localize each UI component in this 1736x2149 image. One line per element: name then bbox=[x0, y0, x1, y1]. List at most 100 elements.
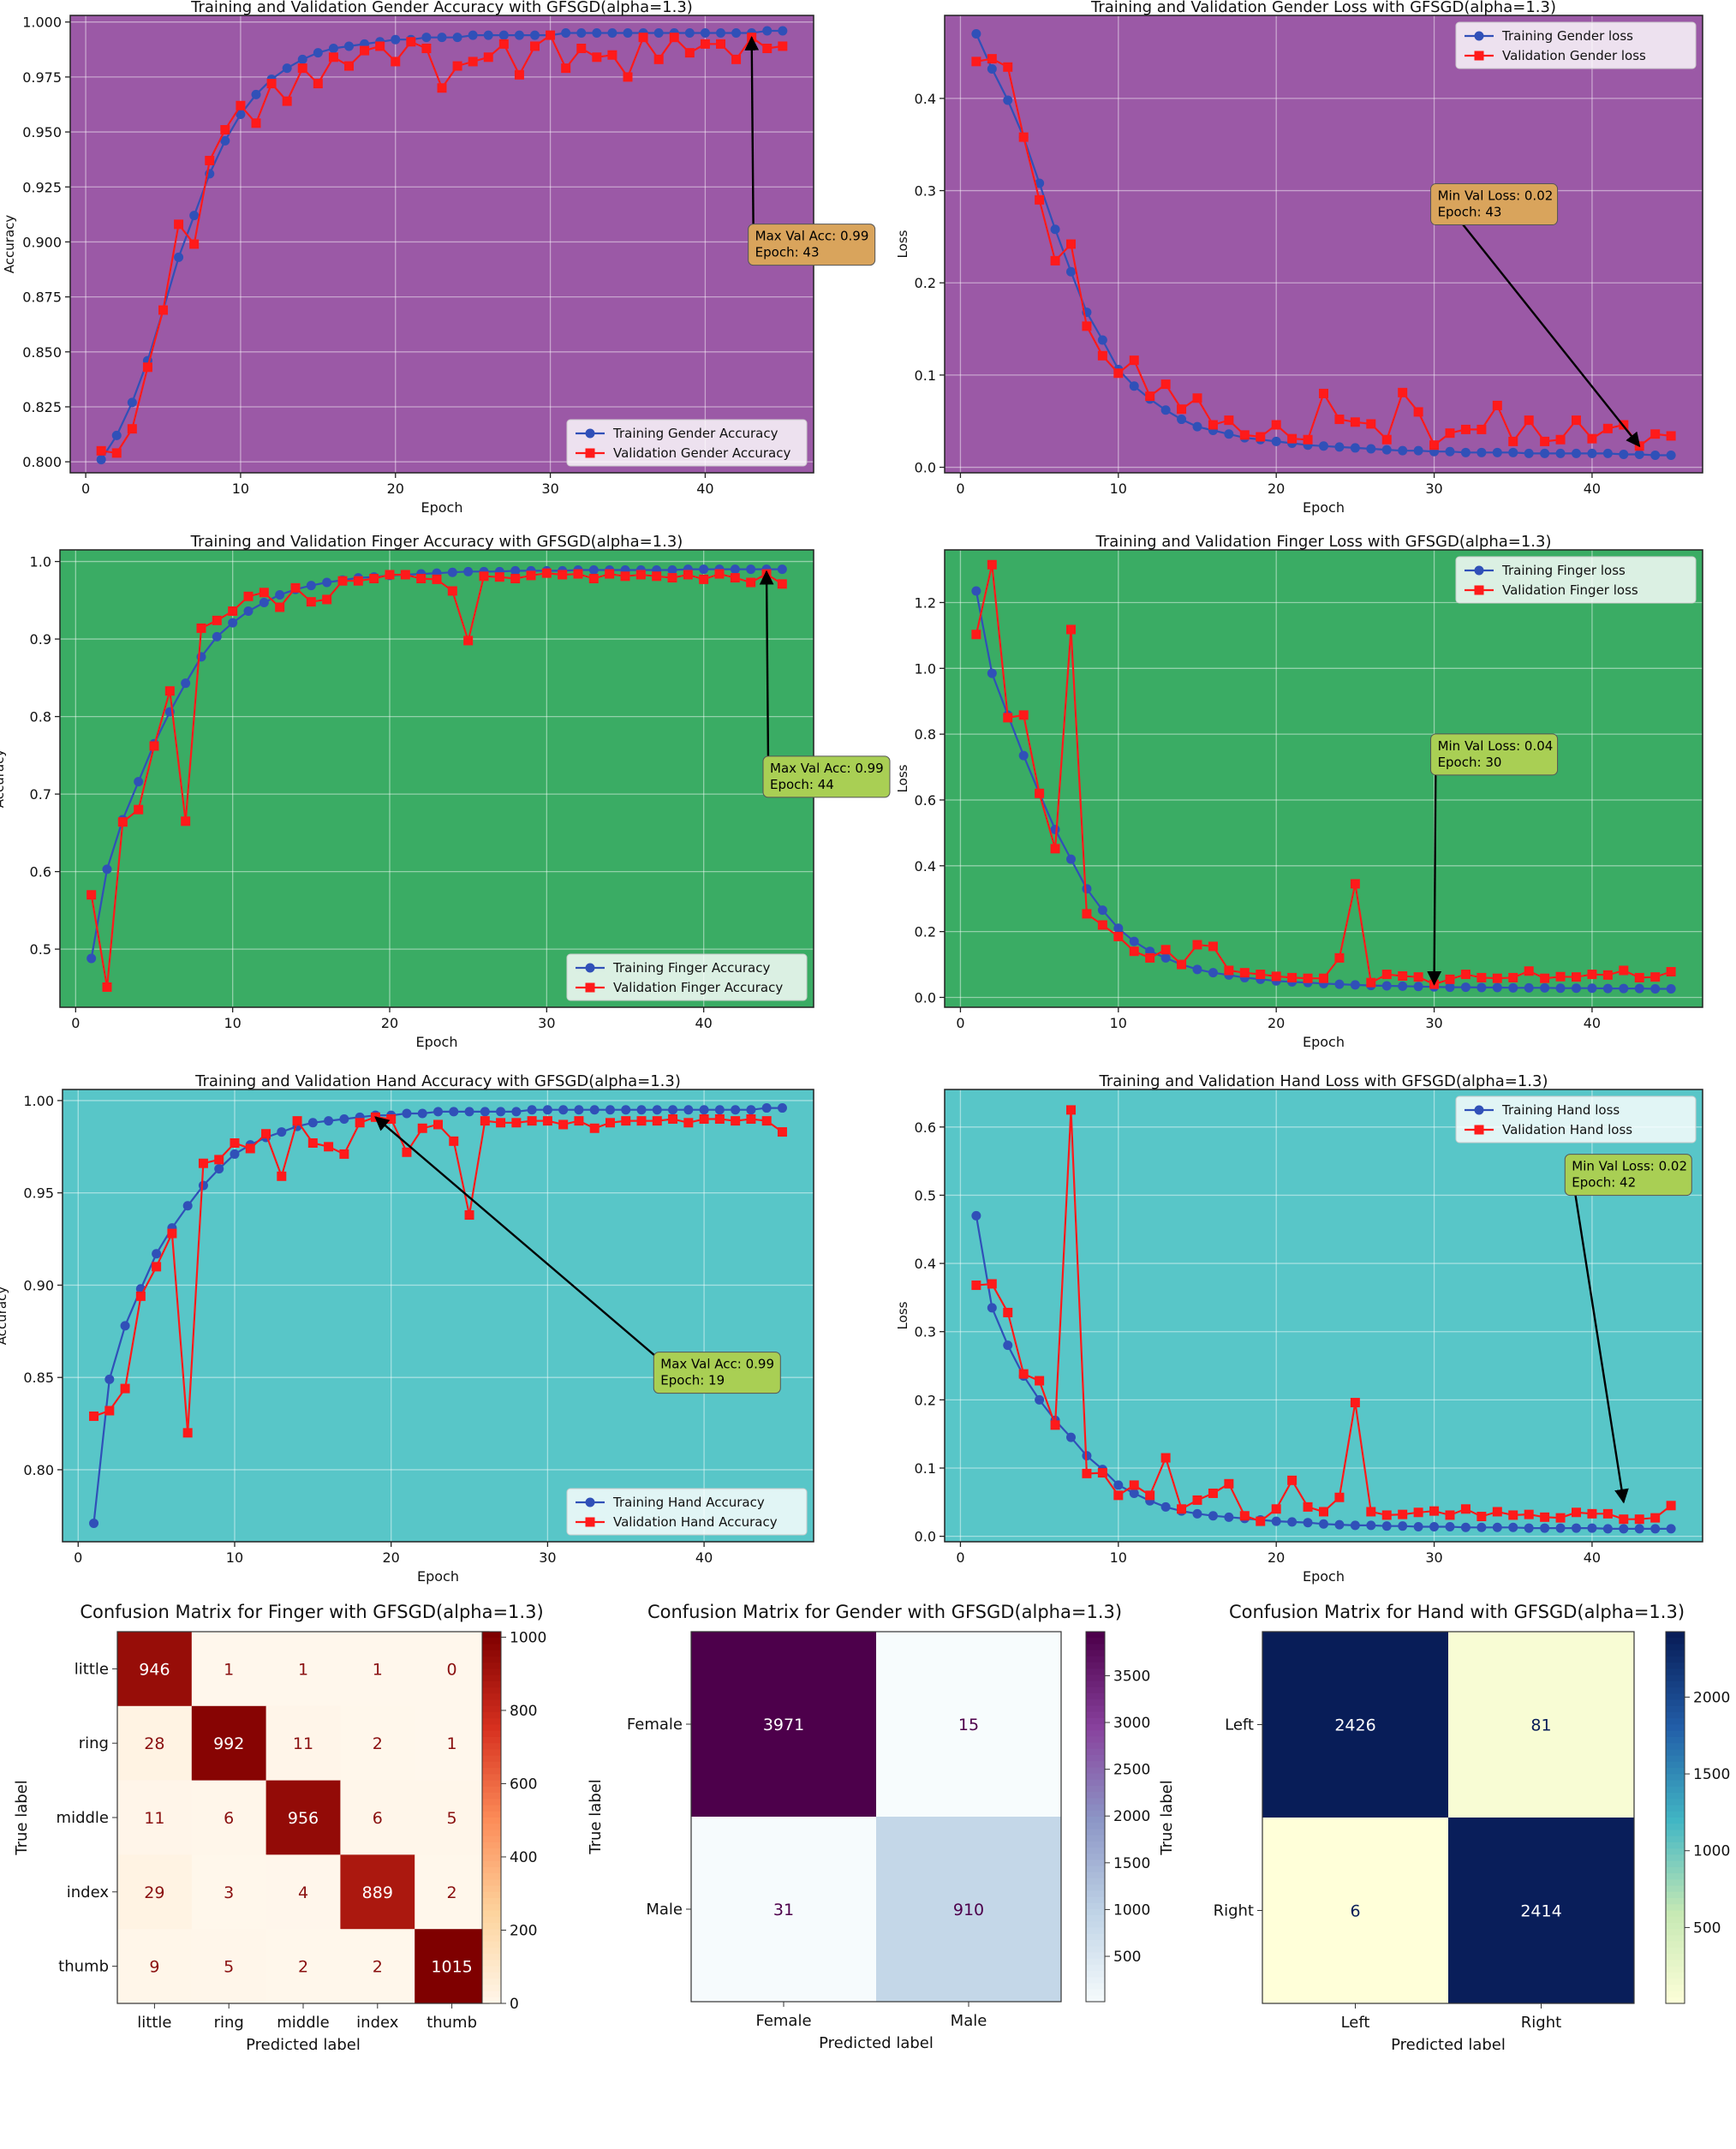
y-tick-label: 1.0 bbox=[915, 660, 936, 677]
data-point-training bbox=[1555, 448, 1566, 458]
colorbar-segment bbox=[1086, 1865, 1105, 1873]
data-point-validation bbox=[1476, 424, 1487, 434]
data-point-validation bbox=[683, 1118, 694, 1128]
data-point-training bbox=[1429, 1521, 1440, 1531]
colorbar-segment bbox=[1666, 1848, 1685, 1855]
data-point-training bbox=[1492, 982, 1502, 993]
data-point-training bbox=[1666, 1524, 1676, 1534]
data-point-validation bbox=[1524, 1509, 1534, 1519]
data-point-training bbox=[558, 1105, 569, 1115]
data-point-training bbox=[339, 1113, 349, 1124]
data-point-training bbox=[104, 1374, 115, 1384]
data-point-validation bbox=[1287, 1475, 1298, 1485]
data-point-validation bbox=[1602, 1508, 1613, 1519]
x-tick-label: 20 bbox=[381, 1015, 398, 1031]
annotation-text: Epoch: 43 bbox=[755, 245, 820, 260]
data-point-training bbox=[971, 29, 981, 39]
colorbar-segment bbox=[482, 1650, 501, 1657]
data-point-training bbox=[574, 1105, 584, 1115]
data-point-training bbox=[259, 598, 269, 608]
data-point-validation bbox=[292, 1116, 302, 1126]
legend-marker-training bbox=[1474, 31, 1484, 41]
data-point-validation bbox=[212, 615, 222, 625]
chart-gender-acc: 0 10 20 30 40 0.800 0.825 0.850 0.875 0.900 0.925 0… bbox=[2, 0, 876, 516]
y-tick-label: 0.4 bbox=[915, 858, 936, 875]
heatmap-cell bbox=[265, 1854, 341, 1930]
y-tick-label: 0.925 bbox=[22, 179, 62, 195]
heatmap-title: Confusion Matrix for Gender with GFSGD(a… bbox=[647, 1602, 1122, 1622]
data-point-training bbox=[230, 1149, 240, 1159]
data-point-validation bbox=[1082, 1468, 1092, 1478]
colorbar-segment bbox=[482, 1935, 501, 1943]
colorbar-tick-label: 200 bbox=[510, 1922, 537, 1939]
data-point-training bbox=[592, 28, 602, 39]
data-point-validation bbox=[1271, 971, 1281, 982]
heatmap-cell bbox=[876, 1817, 1062, 2003]
data-point-validation bbox=[369, 573, 379, 583]
colorbar-segment bbox=[1086, 1878, 1105, 1885]
y-axis-label: Accuracy bbox=[0, 749, 7, 809]
data-point-validation bbox=[1303, 973, 1313, 983]
y-tick-label: 0.825 bbox=[22, 399, 62, 415]
heatmap-cell-value: 2 bbox=[447, 1883, 457, 1902]
heatmap-cell bbox=[117, 1929, 193, 2004]
data-point-validation bbox=[1177, 1504, 1187, 1514]
data-point-validation bbox=[652, 571, 662, 582]
colorbar-segment bbox=[1666, 1699, 1685, 1707]
colorbar-segment bbox=[1666, 1947, 1685, 1955]
data-point-validation bbox=[1602, 423, 1613, 433]
colorbar-segment bbox=[1666, 1650, 1685, 1657]
chart-hand-loss: 0 10 20 30 40 0.0 0.1 0.2 0.3 0.4 0.5 0.6 Training a… bbox=[895, 1072, 1703, 1585]
data-point-validation bbox=[573, 569, 583, 579]
data-point-training bbox=[306, 581, 316, 591]
colorbar-segment bbox=[1666, 1885, 1685, 1893]
data-point-validation bbox=[1366, 419, 1376, 429]
y-tick-label: Male bbox=[646, 1901, 683, 1919]
data-point-training bbox=[102, 864, 112, 875]
colorbar-segment bbox=[482, 1805, 501, 1812]
y-tick-label: 1.2 bbox=[915, 594, 936, 611]
colorbar-segment bbox=[1666, 1972, 1685, 1979]
data-point-validation bbox=[576, 44, 587, 54]
data-point-training bbox=[1350, 443, 1360, 453]
x-tick-label: 20 bbox=[1268, 1015, 1285, 1031]
data-point-validation bbox=[621, 1116, 631, 1126]
heatmap-cell bbox=[265, 1632, 341, 1707]
annotation-arrow bbox=[374, 1116, 660, 1360]
colorbar-segment bbox=[482, 1997, 501, 2004]
colorbar-segment bbox=[482, 1638, 501, 1645]
colorbar-segment bbox=[1666, 1910, 1685, 1918]
data-point-validation bbox=[205, 155, 215, 165]
y-tick-label: thumb bbox=[58, 1958, 109, 1976]
y-tick-label: 0.850 bbox=[22, 344, 62, 361]
colorbar-segment bbox=[1666, 1755, 1685, 1763]
data-point-validation bbox=[1003, 713, 1013, 723]
annotation-text: Max Val Acc: 0.99 bbox=[755, 229, 869, 244]
heatmap-cell bbox=[691, 1632, 877, 1818]
legend-label: Training Hand loss bbox=[1501, 1102, 1620, 1118]
annotation-box bbox=[762, 755, 891, 798]
colorbar-segment bbox=[1086, 1952, 1105, 1960]
colorbar-segment bbox=[1086, 1921, 1105, 1929]
legend-label: Validation Gender Accuracy bbox=[613, 445, 790, 461]
colorbar-segment bbox=[482, 1687, 501, 1694]
heatmap-cell bbox=[340, 1705, 415, 1782]
colorbar-segment bbox=[1666, 1774, 1685, 1782]
heatmap-cell bbox=[117, 1632, 193, 1707]
data-point-training bbox=[1160, 405, 1171, 415]
x-axis-label: Epoch bbox=[417, 1568, 459, 1585]
data-point-training bbox=[282, 63, 292, 74]
heatmap-cell bbox=[191, 1929, 267, 2004]
colorbar-segment bbox=[1086, 1755, 1105, 1762]
data-point-training bbox=[714, 1105, 725, 1115]
heatmap-cell bbox=[117, 1854, 193, 1930]
data-point-training bbox=[971, 586, 981, 596]
colorbar-segment bbox=[1666, 1891, 1685, 1899]
chart-title: Training and Validation Gender Accuracy … bbox=[190, 0, 693, 16]
colorbar-segment bbox=[482, 1818, 501, 1824]
data-point-training bbox=[1224, 429, 1234, 439]
data-point-validation bbox=[432, 574, 442, 584]
colorbar-segment bbox=[482, 1749, 501, 1757]
annotation-text: Epoch: 44 bbox=[770, 777, 834, 792]
data-point-validation bbox=[220, 125, 230, 134]
